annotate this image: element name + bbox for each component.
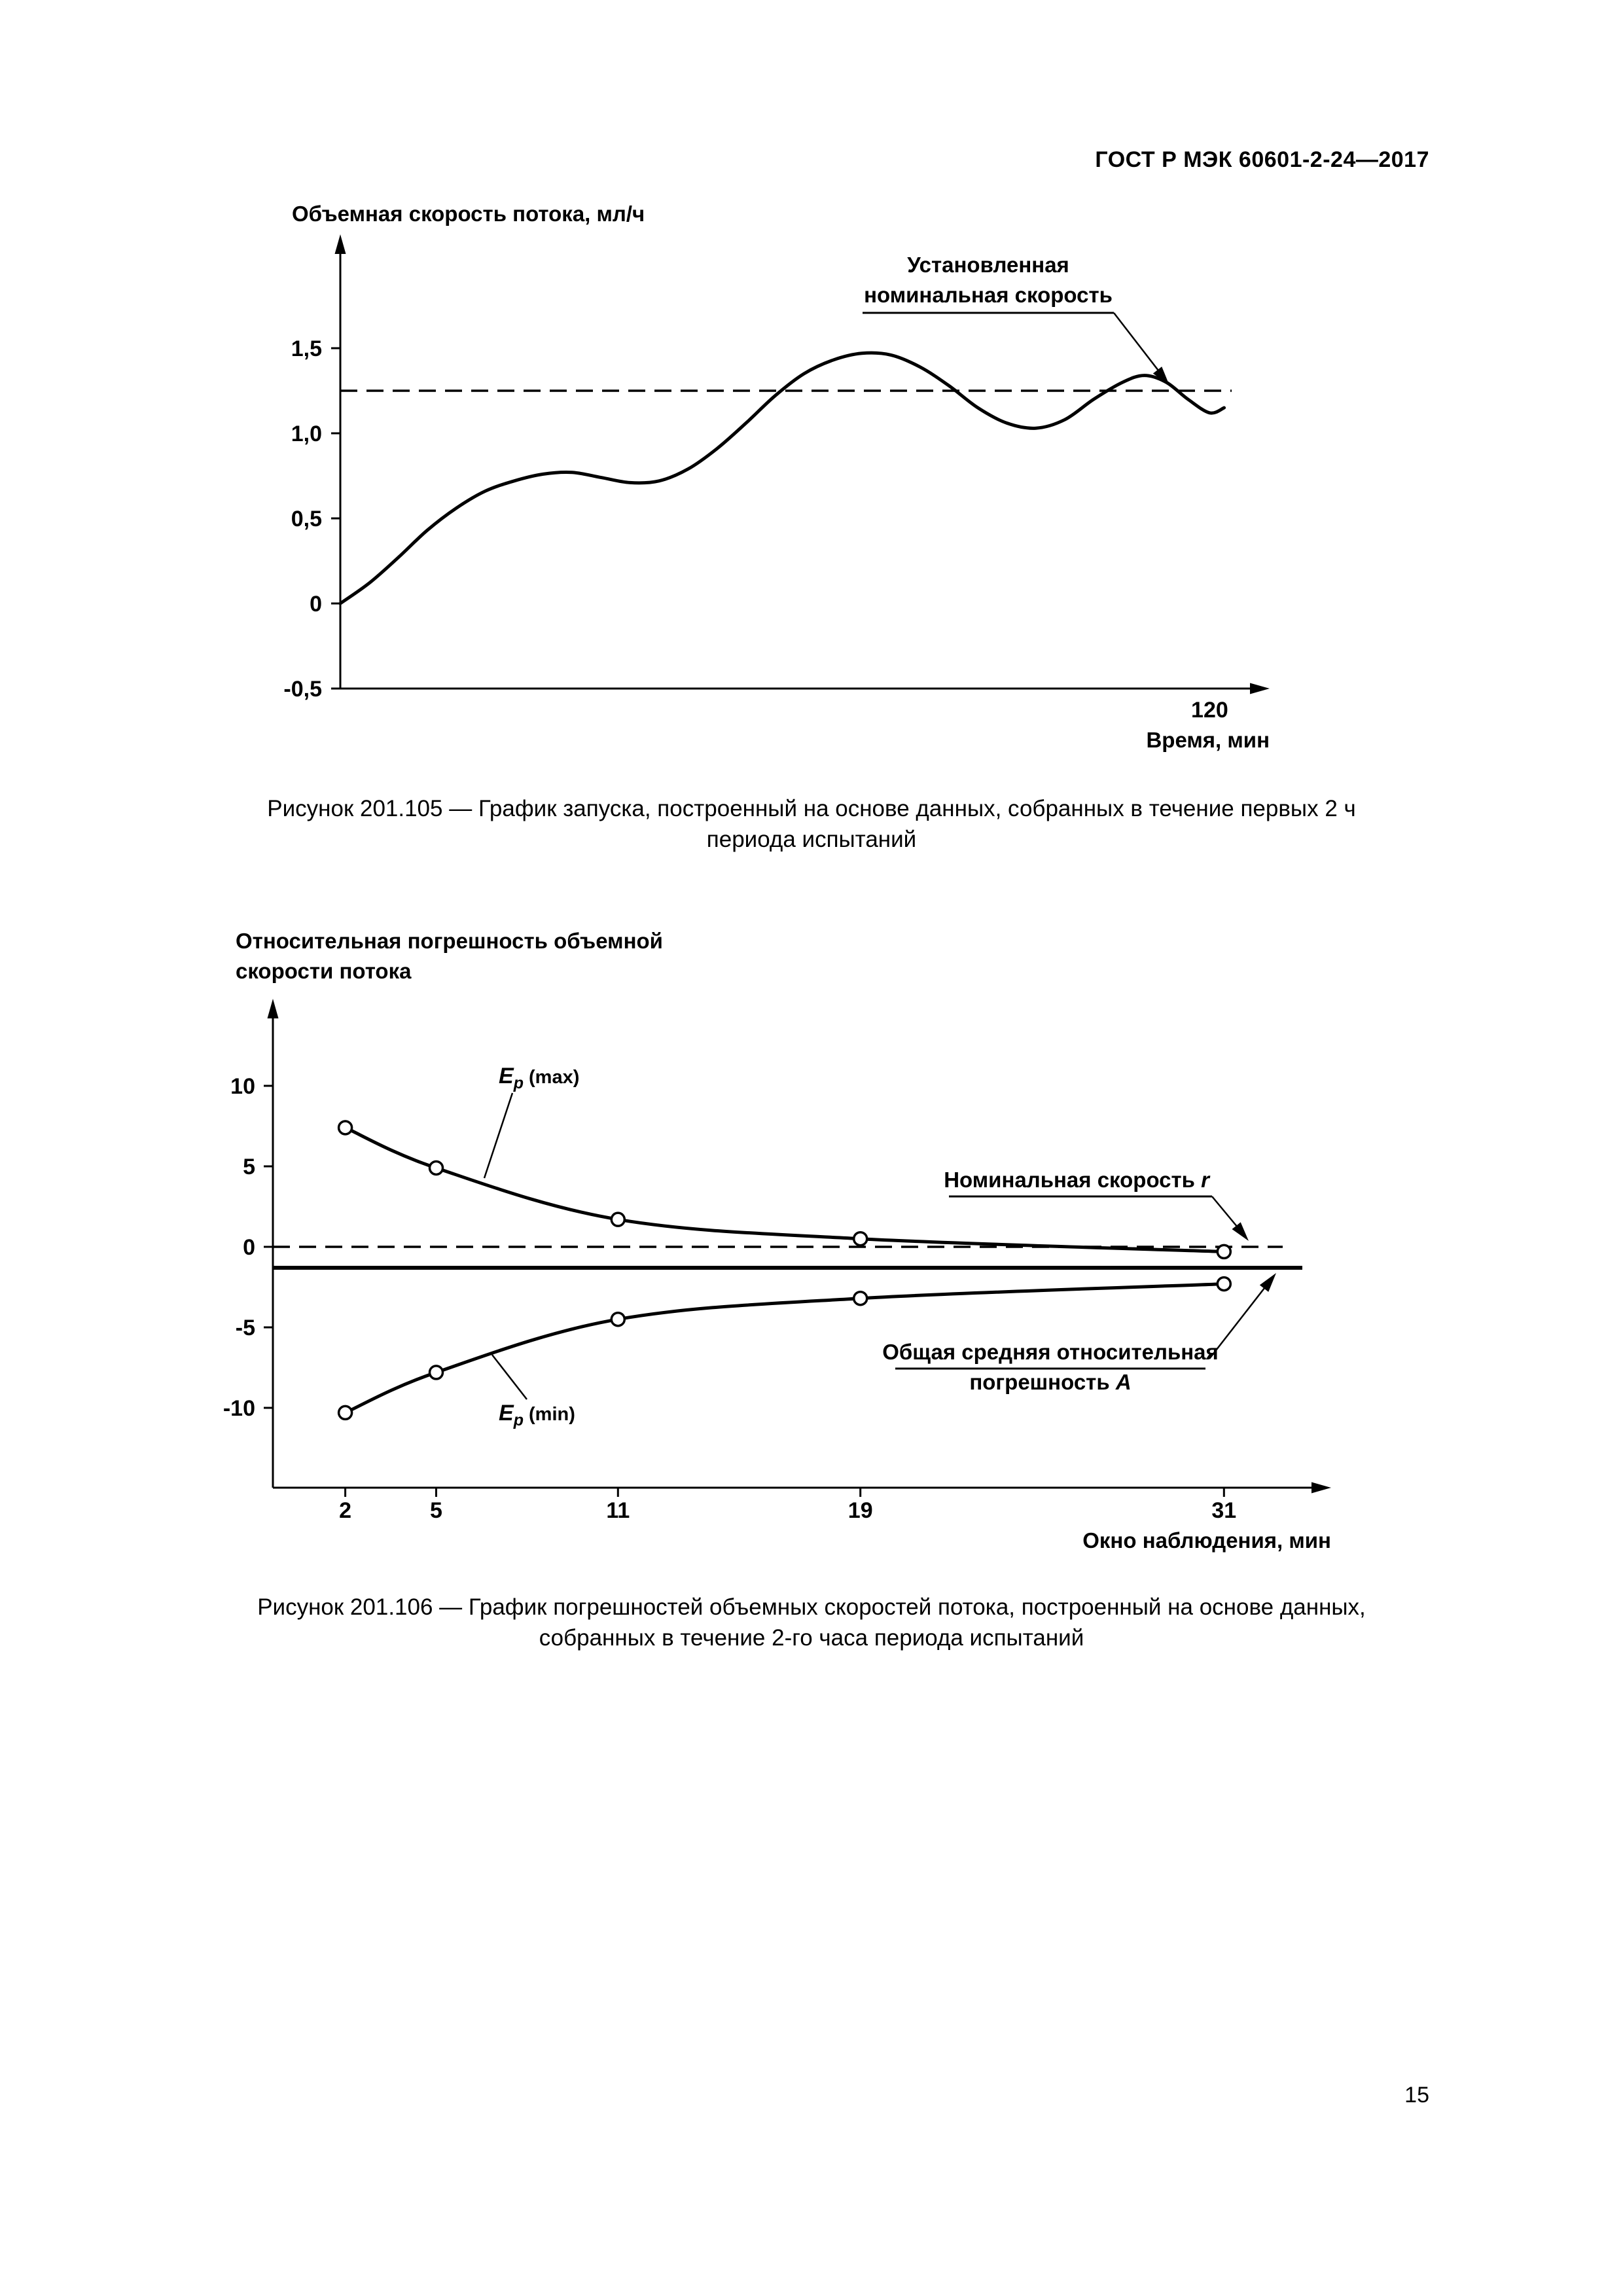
y-tick-label: 0,5: [291, 507, 322, 531]
figure-201-105-startup-chart: Объемная скорость потока, мл/ч 1,5 1,0 0,5 0…: [283, 202, 1270, 752]
y-axis-title: Объемная скорость потока, мл/ч: [292, 202, 645, 226]
document-header: ГОСТ Р МЭК 60601-2-24—2017: [1095, 147, 1429, 172]
data-point-marker: [610, 1211, 626, 1227]
figure-201-106-caption: Рисунок 201.106 — График погрешностей об…: [0, 1592, 1623, 1653]
y-tick-label: 10: [230, 1074, 255, 1099]
caption-line: собранных в течение 2-го часа периода ис…: [539, 1625, 1084, 1651]
y-tick-label: 0: [310, 592, 322, 617]
y-tick-label: -0,5: [283, 677, 322, 702]
y-tick-label: -5: [236, 1316, 255, 1340]
data-point-marker: [852, 1230, 868, 1247]
nominal-rate-annotation: Номинальная скорость r: [944, 1168, 1211, 1192]
y-tick-label: 0: [243, 1235, 255, 1260]
overall-error-annotation-line2: погрешность A: [969, 1370, 1131, 1394]
x-axis-title: Окно наблюдения, мин: [1082, 1528, 1331, 1552]
y-axis-title-line1: Относительная погрешность объемной: [236, 929, 663, 953]
data-point-marker: [1216, 1276, 1232, 1292]
figure-201-106-error-chart: Относительная погрешность объемной скорос…: [223, 929, 1331, 1552]
data-point-marker: [337, 1120, 353, 1136]
caption-line: периода испытаний: [706, 827, 917, 852]
annotation-leader-line: [1113, 312, 1166, 380]
data-point-marker: [337, 1405, 353, 1421]
y-axis-arrow-icon: [267, 999, 279, 1018]
figure-201-105-caption: Рисунок 201.105 — График запуска, постро…: [0, 793, 1623, 855]
y-axis-title-line2: скорости потока: [236, 959, 412, 983]
y-tick-label: 1,5: [291, 336, 322, 361]
x-tick-label: 5: [430, 1498, 442, 1523]
y-tick-label: -10: [223, 1396, 255, 1421]
x-axis-arrow-icon: [1311, 1482, 1331, 1494]
data-point-marker: [428, 1365, 444, 1380]
page-number: 15: [1404, 2083, 1429, 2108]
x-tick-label: 31: [1211, 1498, 1236, 1523]
data-point-marker: [1216, 1244, 1232, 1260]
x-tick-label: 11: [606, 1498, 630, 1523]
overall-error-annotation-line1: Общая средняя относительная: [882, 1340, 1219, 1364]
ep-min-label: Ep (min): [499, 1401, 575, 1429]
y-axis-arrow-icon: [334, 234, 346, 254]
nominal-rate-annotation-line2: номинальная скорость: [864, 283, 1113, 307]
flow-rate-curve: [338, 351, 1226, 605]
overall-error-leader-line: [1209, 1278, 1272, 1359]
nominal-rate-annotation-line1: Установленная: [907, 253, 1069, 277]
data-point-marker: [852, 1290, 868, 1306]
y-tick-label: 1,0: [291, 422, 322, 446]
data-point-marker: [428, 1160, 444, 1176]
data-point-marker: [610, 1311, 626, 1327]
caption-line: Рисунок 201.105 — График запуска, постро…: [267, 796, 1356, 821]
y-tick-label: 5: [243, 1155, 255, 1179]
ep-max-leader-line: [483, 1092, 514, 1179]
x-axis-arrow-icon: [1250, 683, 1270, 694]
overall-error-arrow-icon: [1259, 1273, 1276, 1292]
ep-min-leader-line: [491, 1354, 527, 1400]
x-axis-title: Время, мин: [1146, 728, 1270, 752]
caption-line: Рисунок 201.106 — График погрешностей об…: [257, 1594, 1366, 1620]
x-tick-label: 120: [1191, 698, 1228, 723]
x-tick-label: 19: [848, 1498, 873, 1523]
ep-max-label: Ep (max): [499, 1064, 579, 1092]
nominal-annotation-arrow-icon: [1232, 1222, 1249, 1241]
x-tick-label: 2: [339, 1498, 351, 1523]
